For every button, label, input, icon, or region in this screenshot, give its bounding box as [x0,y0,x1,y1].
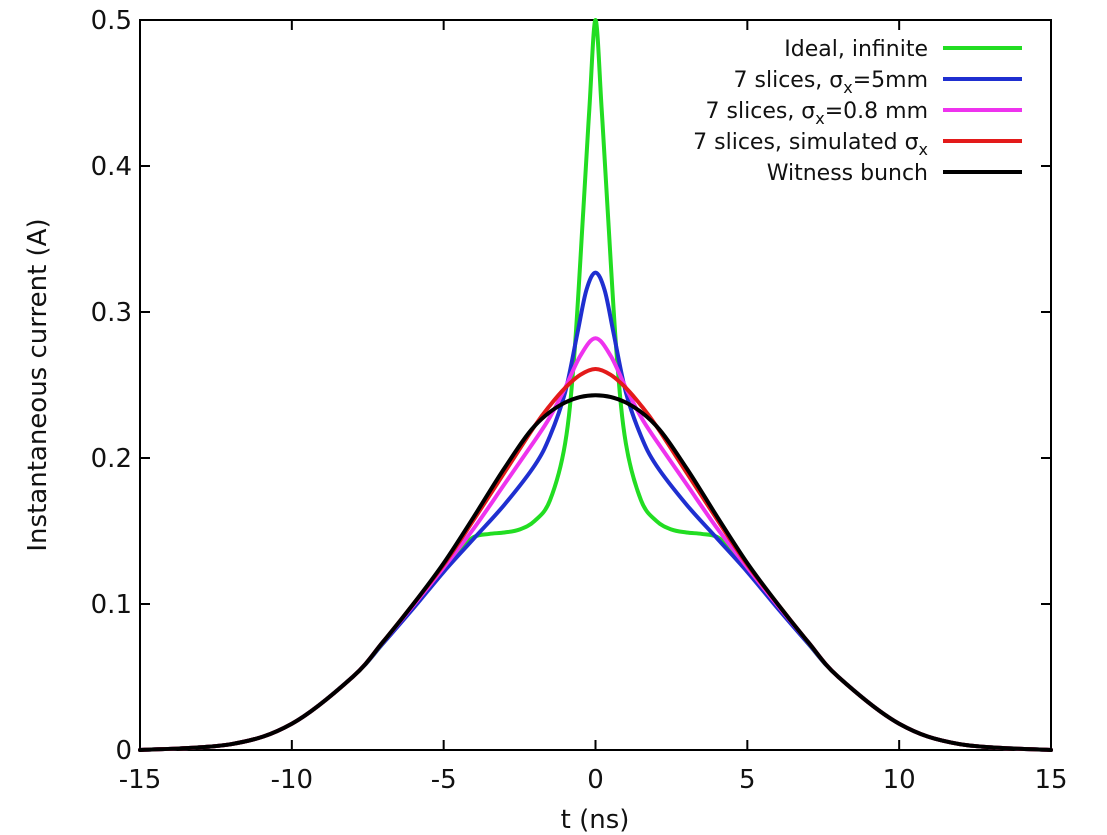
y-tick-label: 0.4 [91,152,132,182]
y-tick-label: 0.1 [91,590,132,620]
legend-item: Ideal, infinite [784,37,1022,62]
legend-label-main: 7 slices, σ [706,99,816,124]
legend-label-tail: =0.8 mm [825,99,928,124]
y-tick-label: 0 [115,736,132,766]
legend-item: 7 slices, simulated σx [693,130,1022,159]
legend-label: 7 slices, σx=0.8 mm [706,99,928,128]
series-line-5 [138,393,1053,752]
y-tick-label: 0.5 [91,6,132,36]
x-tick-label: 10 [883,765,916,795]
x-tick-label: 0 [587,765,604,795]
legend-label-subscript: x [815,109,824,128]
legend-label: Witness bunch [767,161,928,186]
legend-label: 7 slices, σx=5mm [734,68,928,97]
x-tick-label: 15 [1034,765,1067,795]
y-tick-label: 0.3 [91,298,132,328]
legend-label-tail: =5mm [853,68,928,93]
x-tick-label: -10 [271,765,313,795]
legend-item: Witness bunch [767,161,1022,186]
y-tick-label: 0.2 [91,444,132,474]
x-axis-title: t (ns) [561,805,630,835]
legend-item: 7 slices, σx=0.8 mm [706,99,1022,128]
legend-label-subscript: x [843,78,852,97]
legend-label-main: 7 slices, σ [734,68,844,93]
x-tick-label: -15 [119,765,161,795]
legend-label: 7 slices, simulated σx [693,130,928,159]
legend-label-main: 7 slices, simulated σ [693,130,918,155]
x-tick-label: 5 [739,765,756,795]
legend-item: 7 slices, σx=5mm [734,68,1022,97]
legend-label-subscript: x [919,140,928,159]
legend-label: Ideal, infinite [784,37,928,62]
x-tick-label: -5 [431,765,457,795]
axis-ticks: -15 -10 -5 0 5 10 15 0 0.1 0.2 0.3 0.4 0.5 [91,6,1068,795]
legend-label-main: Ideal, infinite [784,37,928,62]
legend-label-main: Witness bunch [767,161,928,186]
series-group [138,18,1053,752]
y-axis-title: Instantaneous current (A) [23,218,53,551]
